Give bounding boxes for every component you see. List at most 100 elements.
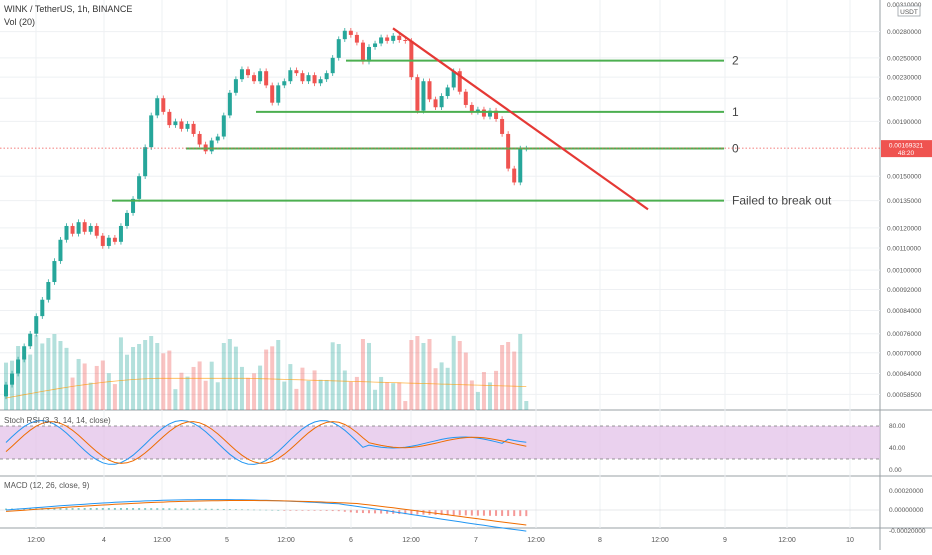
volume-bar xyxy=(348,381,353,410)
volume-bar xyxy=(524,401,529,410)
volume-bar xyxy=(191,366,196,410)
volume-bar xyxy=(318,379,323,410)
level-label: Failed to break out xyxy=(732,194,832,208)
volume-bar xyxy=(16,346,21,410)
candle-body xyxy=(106,237,111,246)
macd-histogram-bar xyxy=(319,510,322,511)
macd-histogram-bar xyxy=(150,508,153,510)
candle-body xyxy=(336,39,341,58)
macd-histogram-bar xyxy=(525,510,528,517)
volume-bar xyxy=(22,355,27,410)
time-axis-label: 12:00 xyxy=(778,537,796,544)
volume-bar xyxy=(312,370,317,410)
volume-bar xyxy=(433,368,438,410)
volume-bar xyxy=(118,337,123,410)
candle-body xyxy=(354,34,359,43)
volume-bar xyxy=(421,343,426,410)
candle-body xyxy=(209,140,214,152)
macd-histogram-bar xyxy=(138,508,141,510)
macd-histogram-bar xyxy=(113,508,116,510)
volume-bar xyxy=(306,380,311,410)
time-axis-label: 12:00 xyxy=(277,537,295,544)
macd-histogram-bar xyxy=(95,508,98,510)
time-axis-label: 12:00 xyxy=(153,537,171,544)
volume-bar xyxy=(28,354,33,410)
candle-body xyxy=(367,46,371,62)
macd-histogram-bar xyxy=(29,508,32,510)
volume-bar xyxy=(64,347,69,410)
candle-body xyxy=(481,109,486,117)
volume-bar xyxy=(88,382,93,410)
macd-tick-label: 0.00020000 xyxy=(889,488,924,495)
macd-histogram-bar xyxy=(361,510,364,514)
candle-body xyxy=(112,237,117,242)
macd-histogram-bar xyxy=(222,508,225,510)
volume-bar xyxy=(203,380,208,410)
candle-body xyxy=(415,77,420,111)
volume-bar xyxy=(385,382,390,410)
macd-histogram-bar xyxy=(482,510,485,516)
volume-bar xyxy=(155,343,160,410)
candle-body xyxy=(500,118,505,134)
volume-bar xyxy=(294,388,299,410)
level-label: 2 xyxy=(732,54,739,68)
candle-body xyxy=(10,373,15,385)
candle-body xyxy=(385,37,390,41)
candle-body xyxy=(324,73,329,80)
volume-bar xyxy=(330,342,335,410)
macd-histogram-bar xyxy=(168,508,171,510)
volume-bar xyxy=(379,376,384,410)
candle-body xyxy=(282,81,287,86)
volume-bar xyxy=(506,342,511,410)
candle-body xyxy=(137,176,142,199)
macd-histogram-bar xyxy=(228,509,231,510)
candle-body xyxy=(488,110,492,117)
time-axis-label: 10 xyxy=(846,537,854,544)
price-tick-label: 0.00310000 xyxy=(887,2,922,9)
candle-body xyxy=(64,225,69,240)
price-tick-label: 0.00110000 xyxy=(887,246,921,253)
macd-histogram-bar xyxy=(380,510,383,514)
candle-body xyxy=(391,35,396,41)
candle-body xyxy=(494,110,499,119)
candle-body xyxy=(445,87,450,97)
macd-histogram-bar xyxy=(458,510,461,516)
volume-bar xyxy=(167,350,172,410)
volume-bar xyxy=(209,361,214,410)
volume-bar xyxy=(258,365,263,410)
macd-histogram-bar xyxy=(174,508,177,510)
candle-body xyxy=(215,136,220,141)
volume-bar xyxy=(149,336,154,410)
volume-bar xyxy=(246,377,250,410)
candle-body xyxy=(457,71,462,92)
stoch-tick-label: 80.00 xyxy=(889,423,906,430)
candle-body xyxy=(258,71,263,82)
volume-bar xyxy=(512,351,517,410)
candle-body xyxy=(16,359,21,374)
volume-bar xyxy=(360,339,365,410)
volume-bar xyxy=(439,362,444,410)
candle-body xyxy=(252,75,257,82)
level-label: 0 xyxy=(732,142,739,156)
time-axis-label: 12:00 xyxy=(527,537,545,544)
candle-body xyxy=(330,57,335,74)
time-axis-label: 9 xyxy=(723,537,727,544)
macd-histogram-bar xyxy=(204,508,207,510)
volume-bar xyxy=(282,381,287,410)
time-axis-label: 7 xyxy=(474,537,478,544)
candle-body xyxy=(70,225,75,234)
volume-bar xyxy=(276,340,281,410)
price-tick-label: 0.00076000 xyxy=(887,331,922,338)
volume-bar xyxy=(46,338,51,410)
macd-histogram-bar xyxy=(186,508,189,510)
volume-bar xyxy=(494,370,499,410)
macd-histogram-bar xyxy=(313,510,316,511)
time-axis-label: 4 xyxy=(102,537,106,544)
macd-histogram-bar xyxy=(349,510,352,513)
candle-body xyxy=(227,92,232,116)
candle-body xyxy=(185,123,190,129)
macd-histogram-bar xyxy=(83,508,86,510)
volume-bar xyxy=(161,353,166,410)
